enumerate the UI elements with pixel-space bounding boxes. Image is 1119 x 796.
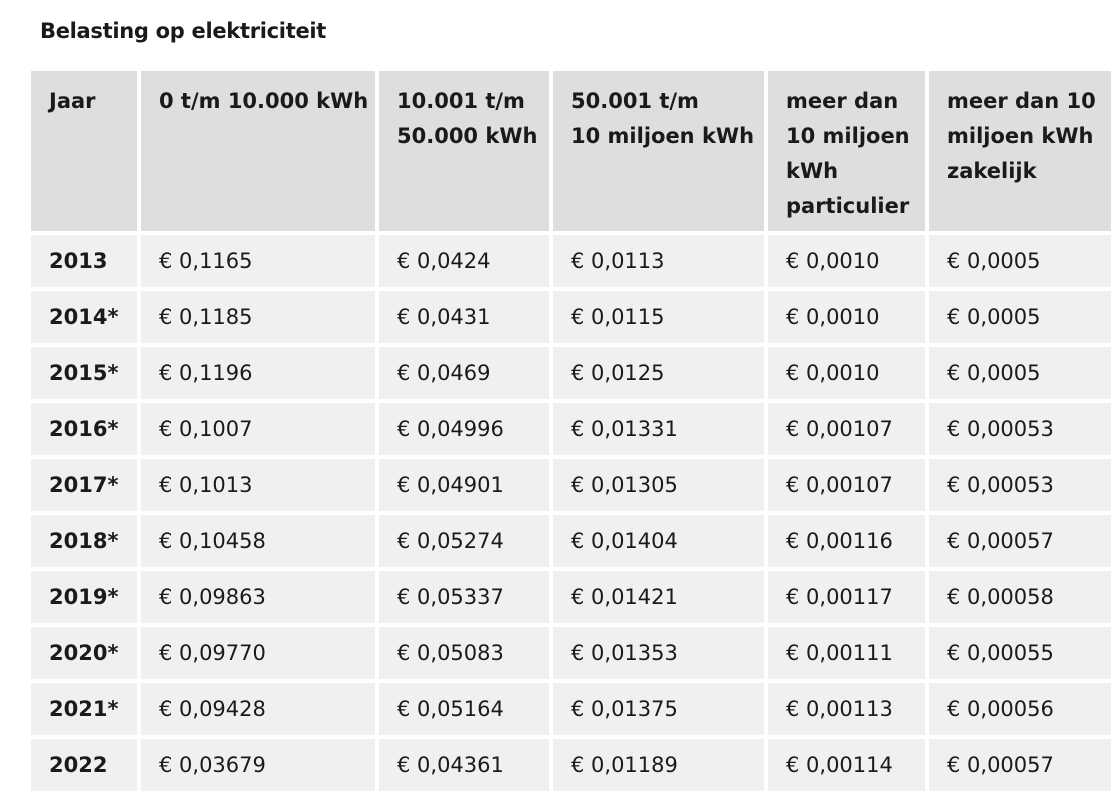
tax-rate-cell: € 0,00114 [768,739,925,791]
tax-rate-cell: € 0,05337 [379,571,549,623]
tax-rate-cell: € 0,00056 [929,683,1111,735]
tax-rate-cell: € 0,01353 [553,627,764,679]
tax-rate-cell: € 0,09863 [141,571,375,623]
column-header: 10.001 t/m 50.000 kWh [379,71,549,231]
header-row: Jaar 0 t/m 10.000 kWh 10.001 t/m 50.000 kWh… [31,71,1111,231]
tax-rate-cell: € 0,01189 [553,739,764,791]
column-header-line: Jaar [49,89,96,113]
table-row: 2016* € 0,1007 € 0,04996 € 0,01331 € 0,00107… [31,403,1111,455]
tax-rate-cell: € 0,00113 [768,683,925,735]
tax-rate-cell: € 0,0431 [379,291,549,343]
table-row: 2019* € 0,09863 € 0,05337 € 0,01421 € 0,0011… [31,571,1111,623]
tax-rate-cell: € 0,05164 [379,683,549,735]
column-header-line: 0 t/m 10.000 kWh [159,89,369,113]
table-row: 2015* € 0,1196 € 0,0469 € 0,0125 € 0,0010 € 0… [31,347,1111,399]
tax-rate-cell: € 0,00055 [929,627,1111,679]
table-body: 2013 € 0,1165 € 0,0424 € 0,0113 € 0,0010 € 0,… [31,235,1111,791]
tax-rate-cell: € 0,0005 [929,347,1111,399]
tax-rate-cell: € 0,0010 [768,347,925,399]
tax-rate-cell: € 0,04361 [379,739,549,791]
tax-rate-cell: € 0,1185 [141,291,375,343]
column-header-line: meer dan 10 [947,89,1096,113]
tax-rate-cell: € 0,01404 [553,515,764,567]
tax-rate-cell: € 0,00107 [768,403,925,455]
year-cell: 2018* [31,515,137,567]
year-cell: 2017* [31,459,137,511]
tax-rate-cell: € 0,09770 [141,627,375,679]
year-cell: 2015* [31,347,137,399]
tax-rate-cell: € 0,00053 [929,403,1111,455]
tax-rate-cell: € 0,01305 [553,459,764,511]
tax-rate-cell: € 0,03679 [141,739,375,791]
year-cell: 2020* [31,627,137,679]
table-row: 2020* € 0,09770 € 0,05083 € 0,01353 € 0,0011… [31,627,1111,679]
tax-rate-cell: € 0,01331 [553,403,764,455]
column-header-line: kWh [786,159,839,183]
table-row: 2018* € 0,10458 € 0,05274 € 0,01404 € 0,0011… [31,515,1111,567]
column-header: Jaar [31,71,137,231]
column-header-line: 10.001 t/m [397,89,525,113]
electricity-tax-table: Jaar 0 t/m 10.000 kWh 10.001 t/m 50.000 kWh… [27,67,1115,795]
column-header-line: 50.000 kWh [397,124,538,148]
table-row: 2022 € 0,03679 € 0,04361 € 0,01189 € 0,00114… [31,739,1111,791]
tax-rate-cell: € 0,01375 [553,683,764,735]
year-cell: 2013 [31,235,137,287]
tax-rate-cell: € 0,0010 [768,235,925,287]
page-title: Belasting op elektriciteit [40,19,327,43]
tax-rate-cell: € 0,05274 [379,515,549,567]
column-header-line: miljoen kWh [947,124,1094,148]
tax-rate-cell: € 0,0113 [553,235,764,287]
column-header: 50.001 t/m 10 miljoen kWh [553,71,764,231]
table-row: 2017* € 0,1013 € 0,04901 € 0,01305 € 0,00107… [31,459,1111,511]
tax-rate-cell: € 0,05083 [379,627,549,679]
tax-rate-cell: € 0,0469 [379,347,549,399]
tax-rate-cell: € 0,04996 [379,403,549,455]
tax-rate-cell: € 0,1007 [141,403,375,455]
tax-rate-cell: € 0,1165 [141,235,375,287]
tax-rate-cell: € 0,00058 [929,571,1111,623]
year-cell: 2022 [31,739,137,791]
tax-rate-cell: € 0,00111 [768,627,925,679]
year-cell: 2014* [31,291,137,343]
column-header-line: 50.001 t/m [571,89,699,113]
table-row: 2013 € 0,1165 € 0,0424 € 0,0113 € 0,0010 € 0,… [31,235,1111,287]
tax-rate-cell: € 0,1013 [141,459,375,511]
tax-rate-cell: € 0,0125 [553,347,764,399]
tax-rate-cell: € 0,0115 [553,291,764,343]
column-header-line: particulier [786,194,910,218]
tax-rate-cell: € 0,04901 [379,459,549,511]
tax-rate-cell: € 0,01421 [553,571,764,623]
tax-rate-cell: € 0,00057 [929,739,1111,791]
year-cell: 2021* [31,683,137,735]
tax-rate-cell: € 0,1196 [141,347,375,399]
tax-rate-cell: € 0,00107 [768,459,925,511]
tax-rate-cell: € 0,00117 [768,571,925,623]
column-header: meer dan 10 miljoen kWh particulier [768,71,925,231]
year-cell: 2019* [31,571,137,623]
tax-rate-cell: € 0,0424 [379,235,549,287]
tax-rate-cell: € 0,00116 [768,515,925,567]
column-header-line: 10 miljoen kWh [571,124,755,148]
tax-rate-cell: € 0,0005 [929,235,1111,287]
tax-rate-cell: € 0,10458 [141,515,375,567]
column-header: 0 t/m 10.000 kWh [141,71,375,231]
column-header-line: zakelijk [947,159,1037,183]
table-row: 2021* € 0,09428 € 0,05164 € 0,01375 € 0,0011… [31,683,1111,735]
column-header: meer dan 10 miljoen kWh zakelijk [929,71,1111,231]
table-row: 2014* € 0,1185 € 0,0431 € 0,0115 € 0,0010 € 0… [31,291,1111,343]
tax-rate-cell: € 0,00057 [929,515,1111,567]
tax-rate-cell: € 0,09428 [141,683,375,735]
tax-rate-cell: € 0,00053 [929,459,1111,511]
table-header: Jaar 0 t/m 10.000 kWh 10.001 t/m 50.000 kWh… [31,71,1111,231]
column-header-line: 10 miljoen [786,124,910,148]
year-cell: 2016* [31,403,137,455]
column-header-line: meer dan [786,89,899,113]
tax-rate-cell: € 0,0005 [929,291,1111,343]
tax-rate-cell: € 0,0010 [768,291,925,343]
